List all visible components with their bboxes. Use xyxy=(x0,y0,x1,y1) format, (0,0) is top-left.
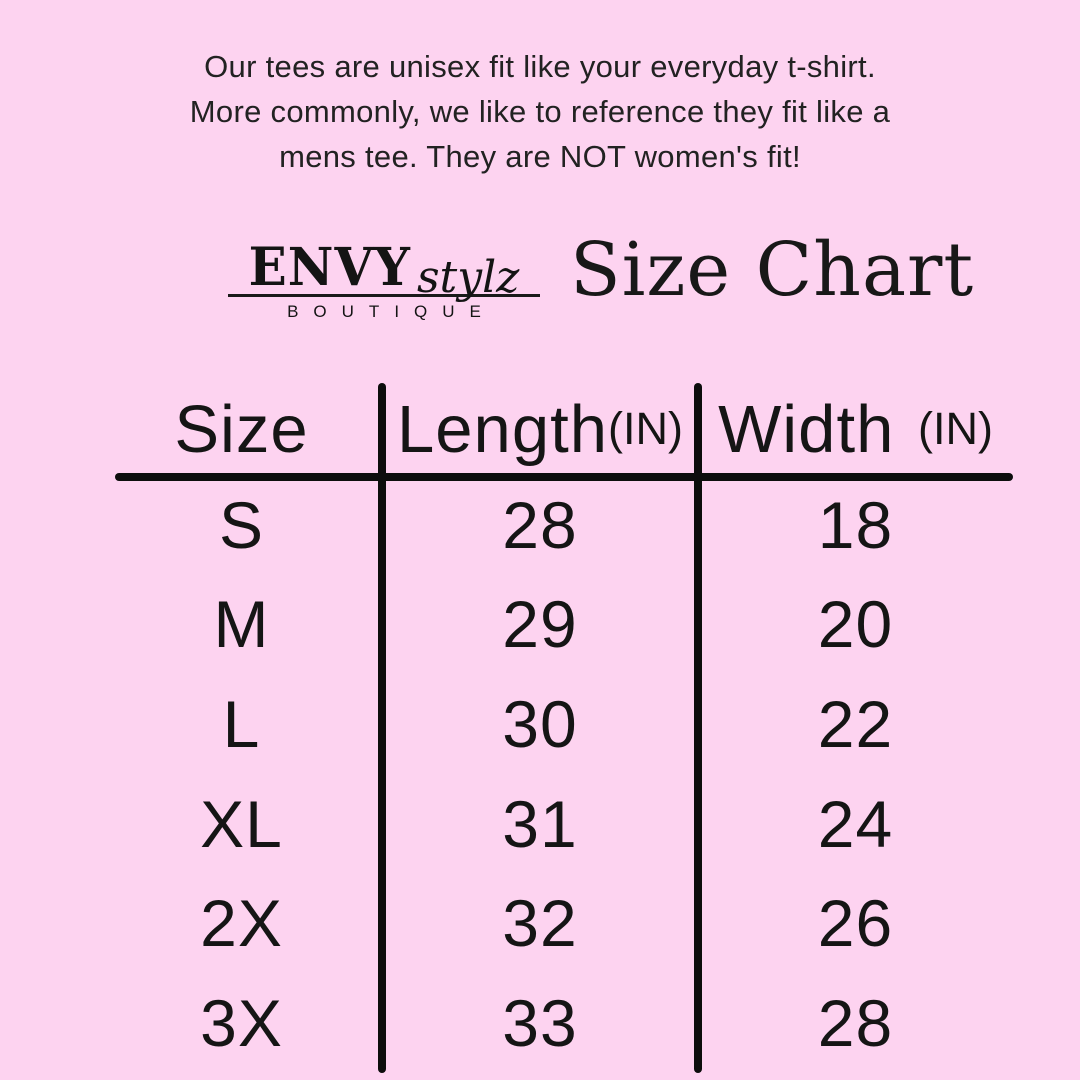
table-row-m-width: 20 xyxy=(817,587,894,662)
brand-logo: ENVY stylz BOUTIQUE xyxy=(228,235,540,322)
table-row-s-length: 28 xyxy=(502,487,578,562)
header-divider-line xyxy=(115,473,1013,481)
table-row-s-size: S xyxy=(218,487,265,562)
table-row-m-size: M xyxy=(213,587,270,662)
table-row-2x-length: 32 xyxy=(502,886,578,961)
intro-line-3: mens tee. They are NOT women's fit! xyxy=(279,139,801,174)
table-row-l-size: L xyxy=(222,686,261,761)
intro-line-1: Our tees are unisex fit like your everyd… xyxy=(204,49,876,84)
table-row-3x-width: 28 xyxy=(817,985,894,1060)
column-divider-line-1 xyxy=(378,383,386,1073)
brand-name-bold: ENVY xyxy=(248,235,411,298)
table-row-xl-width: 24 xyxy=(817,786,894,861)
column-header-width-unit: (IN) xyxy=(917,403,993,454)
size-table-grid: Size Length (IN) Width (IN) S 28 18 M 29 … xyxy=(115,383,1013,1075)
table-row-3x-length: 33 xyxy=(502,985,578,1060)
brand-logo-wordmark: ENVY stylz xyxy=(228,235,540,303)
table-row-2x-width: 26 xyxy=(817,886,894,961)
brand-subtitle: BOUTIQUE xyxy=(287,302,496,321)
size-table: Size Length (IN) Width (IN) S 28 18 M 29 … xyxy=(115,383,1013,1075)
table-row-xl-size: XL xyxy=(200,786,283,861)
page-title: Size Chart xyxy=(570,227,975,313)
table-row-s-width: 18 xyxy=(817,487,894,562)
table-row-2x-size: 2X xyxy=(200,886,283,961)
brand-row: ENVY stylz BOUTIQUE Size Chart xyxy=(0,231,1080,346)
table-row-m-length: 29 xyxy=(502,587,578,662)
column-header-length: Length (IN) xyxy=(382,383,698,475)
table-row-3x-size: 3X xyxy=(200,985,283,1060)
table-row-l-length: 30 xyxy=(502,686,578,761)
column-header-width-label: Width xyxy=(718,391,895,467)
intro-text: Our tees are unisex fit like your everyd… xyxy=(0,44,1080,179)
table-row-xl-length: 31 xyxy=(502,786,578,861)
intro-line-2: More commonly, we like to reference they… xyxy=(189,94,891,129)
brand-name-script: stylz xyxy=(416,252,520,303)
column-header-length-unit: (IN) xyxy=(607,403,683,454)
column-header-size: Size xyxy=(174,391,309,467)
table-row-l-width: 22 xyxy=(817,686,894,761)
column-header-width: Width (IN) xyxy=(698,383,1013,475)
column-divider-line-2 xyxy=(694,383,702,1073)
column-header-length-label: Length xyxy=(397,391,608,467)
